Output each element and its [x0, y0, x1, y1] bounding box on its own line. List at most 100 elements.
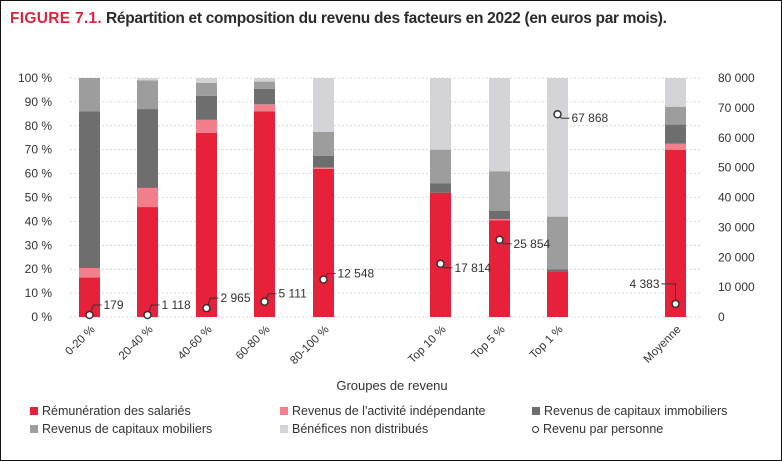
- bar-segment: [547, 216, 568, 270]
- revenue-point: [85, 310, 94, 320]
- revenue-point: [319, 275, 328, 284]
- x-axis-categories: 0-20 % 20-40 % 40-60 % 60-80 % 80-100 % Top 1…: [63, 324, 683, 367]
- x-tick-label: Top 1 %: [528, 324, 566, 362]
- y-left-tick-label: 20 %: [25, 262, 53, 276]
- revenue-point-label: 2 965: [221, 291, 251, 305]
- legend-circle-icon: [532, 425, 539, 433]
- bar-stack: [254, 78, 275, 318]
- legend-item: Rémunération des salariés: [30, 404, 191, 418]
- bar-stack: [665, 78, 686, 317]
- legend-item: Revenus de l'activité indépendante: [280, 404, 486, 418]
- bar-segment: [430, 192, 451, 317]
- revenue-point: [553, 109, 562, 119]
- bar-segment: [79, 111, 100, 269]
- legend-swatch-icon: [532, 407, 540, 415]
- bar-segment: [254, 111, 275, 318]
- bar-stack: [79, 78, 100, 317]
- legend-label: Bénéfices non distribués: [292, 422, 429, 436]
- bar-segment: [79, 277, 100, 317]
- revenue-point-label: 17 814: [455, 261, 492, 275]
- bar-segment: [665, 124, 686, 144]
- x-tick-label: 80-100 %: [288, 324, 331, 367]
- point-leader-line: [661, 283, 676, 304]
- y-right-tick-label: 30 000: [718, 220, 755, 234]
- bar-segment: [489, 210, 510, 220]
- y-left-tick-label: 70 %: [25, 143, 53, 157]
- y-right-tick-label: 80 000: [718, 71, 755, 85]
- x-tick-label: Top 5 %: [470, 324, 508, 362]
- x-tick-label: 40-60 %: [176, 324, 215, 363]
- bar-segment: [430, 78, 451, 150]
- gridlines: [70, 77, 700, 318]
- bar-segment: [196, 119, 217, 133]
- x-tick-label: Moyenne: [642, 324, 684, 366]
- bar-segment: [137, 80, 158, 110]
- revenue-point-label: 25 854: [514, 237, 551, 251]
- bar-segment: [196, 132, 217, 317]
- y-left-tick-label: 90 %: [25, 95, 53, 109]
- bar-segment: [79, 268, 100, 278]
- figure-label: FIGURE 7.1.: [10, 10, 103, 27]
- bar-segment: [547, 78, 568, 217]
- bar-segment: [196, 82, 217, 96]
- bar-segment: [254, 78, 275, 82]
- revenue-point: [260, 297, 269, 306]
- legend-label: Revenus de capitaux immobiliers: [544, 404, 728, 418]
- legend-swatch-icon: [30, 407, 38, 415]
- bar-segment: [547, 271, 568, 317]
- revenue-point-label: 12 548: [338, 267, 375, 281]
- legend-label: Rémunération des salariés: [42, 404, 191, 418]
- bar-segment: [665, 143, 686, 150]
- revenue-point: [495, 235, 504, 245]
- bar-stack: [430, 78, 451, 317]
- y-left-tick-label: 100 %: [18, 71, 52, 85]
- y-right-tick-label: 40 000: [718, 191, 755, 205]
- bar-segment: [547, 269, 568, 272]
- x-axis-label: Groupes de revenu: [336, 378, 447, 393]
- revenue-point: [202, 303, 211, 313]
- bar-stack: [547, 78, 568, 317]
- bar-segment: [79, 78, 100, 112]
- y-right-tick-label: 10 000: [718, 280, 755, 294]
- y-right-tick-label: 60 000: [718, 131, 755, 145]
- y-right-tick-label: 50 000: [718, 161, 755, 175]
- bar-segment: [489, 220, 510, 317]
- revenue-point-label: 5 111: [279, 287, 308, 301]
- bar-segment: [489, 78, 510, 172]
- legend-item: Revenus de capitaux mobiliers: [30, 422, 212, 436]
- y-left-tick-label: 80 %: [25, 119, 53, 133]
- y-left-tick-label: 60 %: [25, 167, 53, 181]
- revenue-point-label: 1 118: [162, 298, 191, 312]
- y-right-tick-label: 20 000: [718, 250, 755, 264]
- bar-stack: [196, 78, 217, 317]
- legend-item: Revenu par personne: [532, 422, 663, 436]
- revenue-point-label: 179: [104, 298, 124, 312]
- bar-segment: [430, 183, 451, 193]
- bar-segment: [137, 207, 158, 317]
- bar-segment: [254, 104, 275, 112]
- x-tick-label: Top 10 %: [406, 324, 448, 366]
- bars: [79, 78, 686, 318]
- bar-segment: [665, 149, 686, 317]
- bar-segment: [137, 187, 158, 208]
- y-left-tick-label: 40 %: [25, 214, 53, 228]
- legend-label: Revenus de l'activité indépendante: [292, 404, 486, 418]
- bar-stack: [313, 78, 334, 317]
- y-left-tick-label: 0 %: [31, 310, 52, 324]
- bar-segment: [665, 106, 686, 125]
- y-left-tick-label: 10 %: [25, 286, 53, 300]
- legend-swatch-icon: [30, 425, 38, 433]
- y-left-tick-label: 30 %: [25, 238, 53, 252]
- x-tick-label: 0-20 %: [63, 324, 97, 358]
- bar-segment: [313, 168, 334, 317]
- y-right-tick-label: 0: [718, 310, 725, 324]
- bar-stack: [137, 78, 158, 317]
- bar-stack: [489, 78, 510, 317]
- revenue-points: 179 1 118 2 965 5 111 12 548 17 814 25 854 67 8…: [85, 109, 680, 320]
- revenue-point: [143, 310, 152, 320]
- revenue-point-label: 67 868: [572, 111, 609, 125]
- x-tick-label: 60-80 %: [234, 324, 273, 363]
- bar-segment: [254, 81, 275, 89]
- revenue-point: [671, 299, 680, 309]
- bar-segment: [313, 167, 334, 169]
